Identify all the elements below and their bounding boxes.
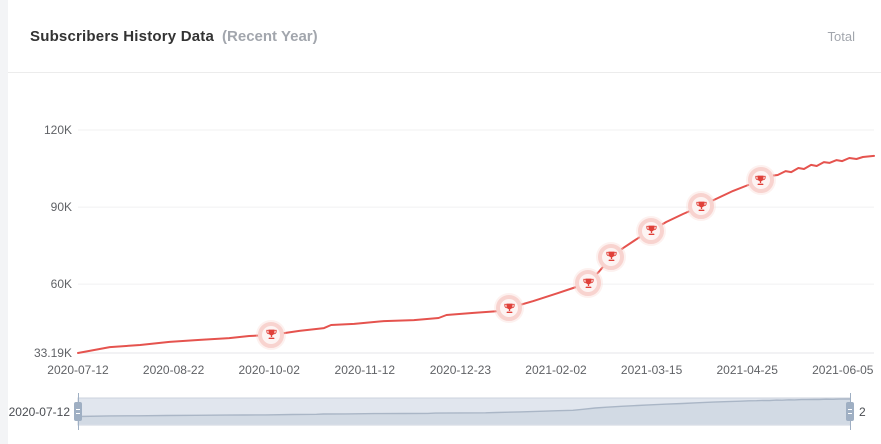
y-axis-label: 90K xyxy=(50,200,72,215)
card-header: Subscribers History Data (Recent Year) T… xyxy=(8,0,881,73)
trophy-icon xyxy=(645,226,657,236)
x-axis-label: 2020-07-12 xyxy=(47,363,109,377)
datazoom-shadow-area xyxy=(78,399,850,424)
legend-item-total[interactable]: Total xyxy=(827,28,855,44)
y-axis-label: 120K xyxy=(43,123,72,137)
x-axis-label: 2020-10-02 xyxy=(238,363,300,377)
x-axis-label: 2020-08-22 xyxy=(142,363,205,377)
datazoom-shadow-line xyxy=(77,398,851,418)
y-axis: 120K 90K 60K 33.19K xyxy=(8,0,72,444)
total-subscribers-series-line xyxy=(77,154,875,354)
datazoom-start-label: 2020-07-12 xyxy=(8,405,70,419)
trophy-icon xyxy=(504,303,515,313)
trophy-icon xyxy=(755,175,767,185)
y-axis-label: 60K xyxy=(50,277,72,292)
chart-region: 120K 90K 60K 33.19K 2020-07-12 2020-08-22 202… xyxy=(8,0,881,444)
milestone-trophy-marker[interactable] xyxy=(638,217,665,244)
milestone-trophy-marker[interactable] xyxy=(688,193,715,220)
milestone-trophy-marker[interactable] xyxy=(747,167,774,194)
card-title: Subscribers History Data xyxy=(30,27,215,45)
milestone-trophy-marker[interactable] xyxy=(598,243,625,270)
x-axis-label: 2020-12-23 xyxy=(429,363,492,377)
x-axis-label: 2021-04-25 xyxy=(716,363,778,377)
y-axis-label: 33.19K xyxy=(33,346,72,360)
x-axis: 2020-07-12 2020-08-22 2020-10-02 2020-11-12… xyxy=(8,0,881,444)
x-axis-label: 2020-11-12 xyxy=(334,363,396,377)
x-axis-label: 2021-06-05 xyxy=(812,363,874,377)
milestone-trophy-marker[interactable] xyxy=(496,295,523,322)
card-subtitle: (Recent Year) xyxy=(222,27,318,45)
subscribers-history-card: Subscribers History Data (Recent Year) T… xyxy=(8,0,881,444)
milestone-trophy-marker[interactable] xyxy=(258,321,285,348)
page-title: Subscribers History Data (Recent Year) xyxy=(30,28,318,45)
trophy-icon xyxy=(266,330,277,340)
milestone-trophy-marker[interactable] xyxy=(575,270,602,297)
datazoom-right-handle[interactable] xyxy=(846,393,854,430)
datazoom-end-label: 2 xyxy=(859,405,866,419)
trophy-icon xyxy=(696,201,707,211)
trophy-icon xyxy=(583,278,594,288)
x-axis-label: 2021-03-15 xyxy=(620,363,683,377)
datazoom-left-handle[interactable] xyxy=(74,393,82,430)
x-axis-label: 2021-02-02 xyxy=(525,363,587,377)
trophy-icon xyxy=(606,252,617,262)
